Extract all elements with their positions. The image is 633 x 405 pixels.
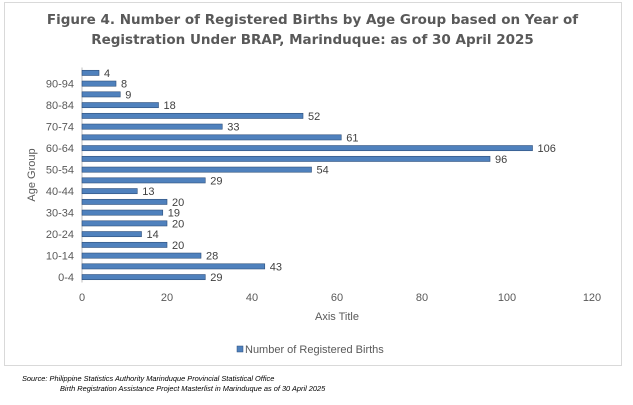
data-label-75-79: 52 [308,111,320,123]
bar-80-84 [81,102,159,109]
y-tick-label-80-84: 80-84 [46,100,74,112]
data-label-55-59: 96 [495,154,507,166]
y-tick-label-90-94: 90-94 [46,79,74,91]
bar-0-4 [81,274,206,281]
y-tick-label-10-14: 10-14 [46,251,74,263]
data-label-35-39: 20 [172,197,184,209]
source-line-2: Birth Registration Assistance Project Ma… [60,384,326,393]
data-label-15-19: 20 [172,240,184,252]
bar-25-29 [81,220,168,227]
x-tick-label-100: 100 [498,292,516,304]
chart-frame [4,2,622,366]
y-axis-title: Age Group [26,148,38,201]
y-tick-label-30-34: 30-34 [46,208,74,220]
bar-60-64 [81,145,533,152]
y-tick-label-0-4: 0-4 [58,272,74,284]
bar-10-14 [81,252,202,259]
data-label-85-89: 9 [125,89,131,101]
data-label-10-14: 28 [206,251,218,263]
bar-chart: 290-4432810-14201420-24201930-34201340-4… [26,67,601,356]
x-tick-label-20: 20 [161,292,173,304]
x-tick-label-0: 0 [79,292,85,304]
x-tick-label-40: 40 [246,292,258,304]
legend-swatch [236,345,244,353]
data-label-95-99: 4 [104,68,110,80]
source-note: Source: Philippine Statistics Authority … [22,374,325,394]
data-label-40-44: 13 [142,186,154,198]
y-tick-label-50-54: 50-54 [46,165,74,177]
legend-label: Number of Registered Births [245,344,384,356]
bar-85-89 [81,91,121,98]
x-tick-label-80: 80 [416,292,428,304]
bar-45-49 [81,177,206,184]
data-label-30-34: 19 [168,208,180,220]
data-label-45-49: 29 [210,175,222,187]
bar-20-24 [81,231,142,238]
chart-title: Figure 4. Number of Registered Births by… [0,10,625,50]
bar-90-94 [81,80,117,87]
bar-65-69 [81,134,342,141]
data-label-80-84: 18 [164,100,176,112]
data-label-90-94: 8 [121,79,127,91]
y-tick-label-20-24: 20-24 [46,229,74,241]
y-tick-label-60-64: 60-64 [46,143,74,155]
bar-35-39 [81,198,168,205]
bar-40-44 [81,188,138,195]
data-label-50-54: 54 [317,165,329,177]
x-tick-label-120: 120 [583,292,601,304]
source-line-1: Source: Philippine Statistics Authority … [22,374,275,383]
data-label-20-24: 14 [147,229,159,241]
bar-30-34 [81,209,164,216]
y-tick-label-40-44: 40-44 [46,186,74,198]
chart-title-line-2: Registration Under BRAP, Marinduque: as … [91,32,534,48]
data-label-25-29: 20 [172,218,184,230]
bar-75-79 [81,112,304,119]
bar-15-19 [81,241,168,248]
x-tick-label-60: 60 [331,292,343,304]
bar-70-74 [81,123,223,130]
data-label-5-9: 43 [270,261,282,273]
bar-5-9 [81,263,266,270]
data-label-60-64: 106 [538,143,556,155]
data-label-0-4: 29 [210,272,222,284]
chart-title-line-1: Figure 4. Number of Registered Births by… [46,12,579,28]
data-label-65-69: 61 [346,132,358,144]
bar-95-99 [81,69,100,76]
bar-55-59 [81,155,491,162]
data-label-70-74: 33 [227,122,239,134]
y-tick-label-70-74: 70-74 [46,122,74,134]
x-axis-title: Axis Title [315,311,359,323]
bar-50-54 [81,166,312,173]
